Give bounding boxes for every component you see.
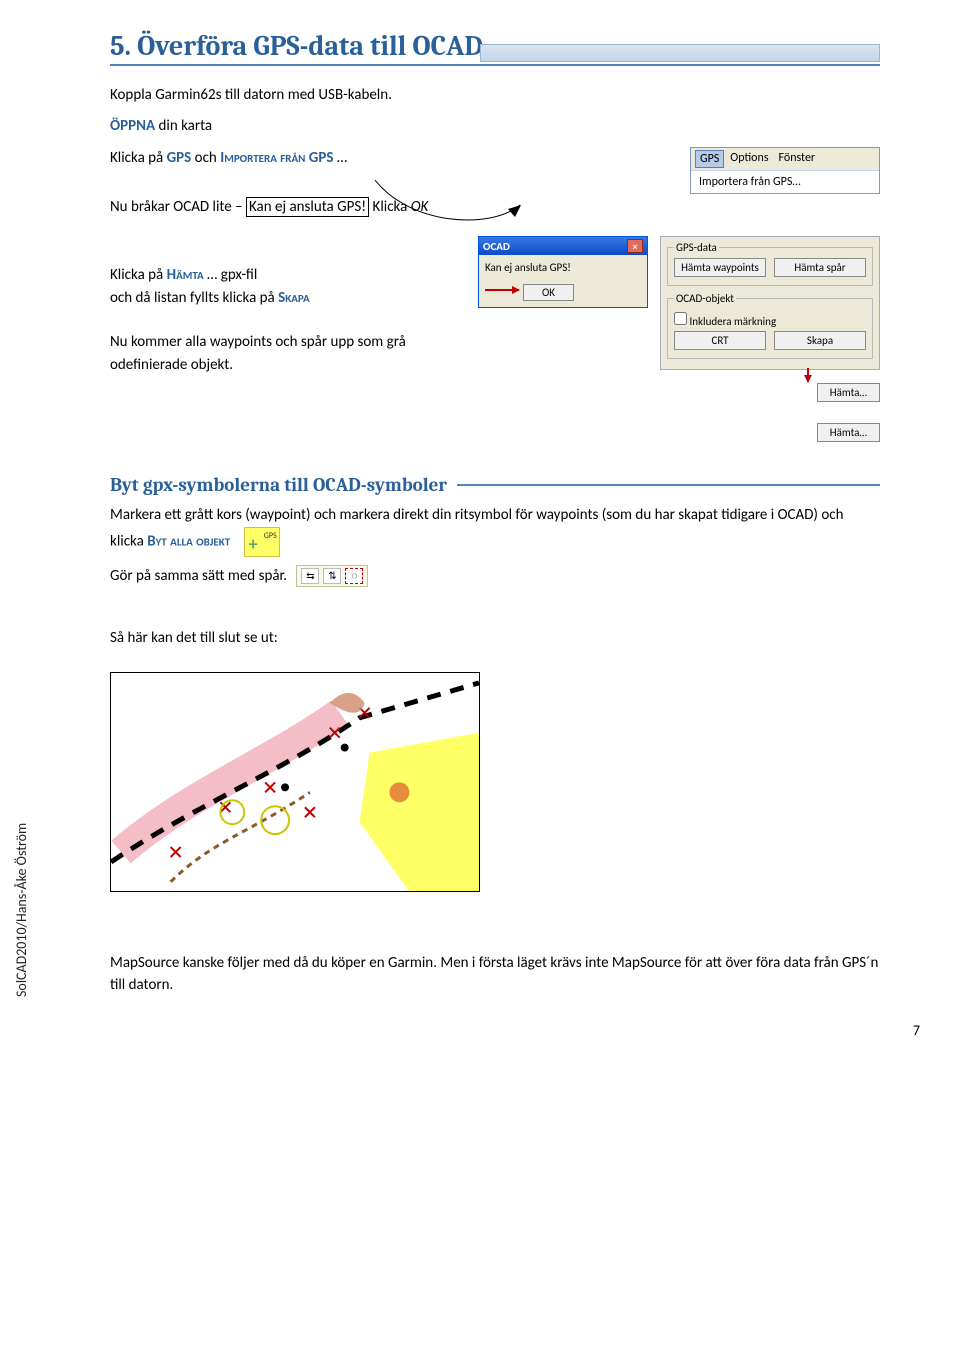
tool-icon[interactable]: ◌: [345, 568, 363, 584]
hamta-sc: Hämta: [167, 266, 204, 284]
ocad-dialog: OCAD × Kan ej ansluta GPS! OK: [478, 236, 648, 308]
byt-sc: Byt alla objekt: [147, 532, 230, 550]
btn-hamta-spar[interactable]: Hämta spår: [774, 258, 866, 277]
btn-crt[interactable]: CRT: [674, 331, 766, 350]
line3b: Klicka: [373, 198, 411, 216]
intro-text: Koppla Garmin62s till datorn med USB-kab…: [110, 84, 880, 107]
oppna-word: ÖPPNA: [110, 117, 155, 135]
legend-gpsdata: GPS-data: [674, 241, 719, 254]
line2a: Klicka på: [110, 149, 167, 167]
toolbar-mock: ⇆ ⇅ ◌: [296, 565, 368, 587]
title-text: 5. Överföra GPS-data till OCAD: [110, 30, 483, 62]
map-illustration: [110, 672, 480, 892]
gps-menu-mock: GPS Options Fönster Importera från GPS…: [690, 147, 880, 194]
btn-hamta-2[interactable]: Hämta…: [817, 423, 880, 442]
gps-word: GPS: [167, 149, 192, 167]
dialog-title: OCAD: [483, 240, 510, 253]
ok-italic: OK: [411, 198, 429, 216]
page-number: 7: [913, 1022, 920, 1039]
btn-skapa[interactable]: Skapa: [774, 331, 866, 350]
footnote: MapSource kanske följer med då du köper …: [110, 952, 880, 997]
block2b: … gpx-fil: [207, 266, 257, 284]
btn-hamta-wp[interactable]: Hämta waypoints: [674, 258, 766, 277]
para3: Gör på samma sätt med spår.: [110, 567, 287, 585]
skapa-sc: Skapa: [278, 289, 310, 307]
line3a: Nu bråkar OCAD lite –: [110, 198, 246, 216]
arrow-icon: [807, 368, 809, 382]
menu-options[interactable]: Options: [726, 150, 772, 168]
ellipsis: …: [337, 149, 347, 167]
gps-symbol-icon: [244, 527, 280, 557]
subheading-text: Byt gpx-symbolerna till OCAD-symboler: [110, 474, 447, 496]
menu-fonster[interactable]: Fönster: [775, 150, 820, 168]
arrow-icon: [485, 289, 519, 291]
boxed-error: Kan ej ansluta GPS!: [246, 197, 369, 217]
close-icon[interactable]: ×: [627, 239, 643, 253]
tool-icon[interactable]: ⇅: [323, 568, 341, 584]
line2b: och: [195, 149, 221, 167]
block2a: Klicka på: [110, 266, 167, 284]
final-caption: Så här kan det till slut se ut:: [110, 627, 880, 650]
subheading-rule: [457, 484, 880, 486]
gps-data-panel: GPS-data Hämta waypoints Hämta spår OCAD…: [660, 236, 880, 370]
chk-include-box[interactable]: [674, 312, 687, 325]
dialog-msg: Kan ej ansluta GPS!: [485, 261, 641, 274]
footer-credit: SolCAD2010/Hans-Åke Öström: [13, 822, 30, 996]
tool-icon[interactable]: ⇆: [301, 568, 319, 584]
ok-button[interactable]: OK: [523, 284, 574, 301]
menu-import[interactable]: Importera från GPS…: [691, 171, 879, 193]
btn-hamta-1[interactable]: Hämta…: [817, 383, 880, 402]
block2c: och då listan fyllts klicka på: [110, 289, 278, 307]
legend-ocadobj: OCAD-objekt: [674, 292, 736, 305]
subheading: Byt gpx-symbolerna till OCAD-symboler: [110, 474, 880, 496]
menu-gps[interactable]: GPS: [695, 150, 724, 168]
oppna-rest: din karta: [159, 117, 213, 135]
block3: Nu kommer alla waypoints och spår upp so…: [110, 331, 464, 376]
page-title: 5. Överföra GPS-data till OCAD: [110, 30, 880, 66]
import-sc: Importera från GPS: [220, 149, 333, 167]
title-accent-bar: [480, 44, 880, 62]
chk-include-label: Inkludera märkning: [690, 315, 777, 328]
chk-include[interactable]: Inkludera märkning: [674, 312, 866, 328]
